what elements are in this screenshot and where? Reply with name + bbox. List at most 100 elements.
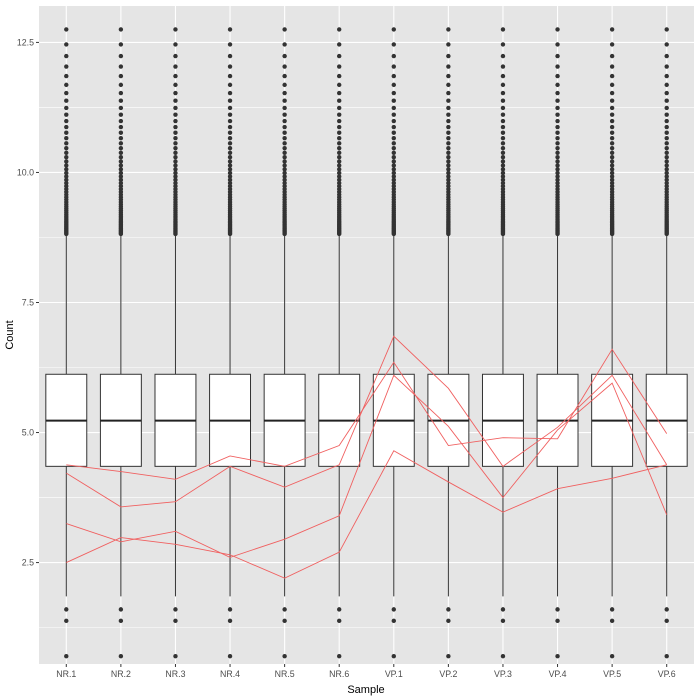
- outlier-point: [664, 82, 669, 88]
- outlier-point: [118, 174, 124, 179]
- box-VP.3: [481, 27, 524, 659]
- outlier-point: [664, 90, 669, 96]
- outlier-point: [446, 170, 451, 176]
- outlier-point: [337, 174, 342, 179]
- outlier-point: [64, 141, 69, 146]
- outlier-point: [664, 174, 669, 179]
- outlier-point: [118, 155, 124, 160]
- outlier-point: [555, 618, 560, 624]
- outlier-point: [609, 174, 615, 179]
- outlier-point: [609, 141, 615, 146]
- outlier-point: [227, 141, 233, 146]
- outlier-point: [446, 118, 451, 124]
- outlier-point: [500, 98, 506, 103]
- outlier-point: [337, 231, 342, 237]
- outlier-point: [173, 180, 178, 186]
- outlier-point: [391, 618, 396, 624]
- outlier-point: [609, 155, 615, 160]
- outlier-point: [391, 42, 396, 47]
- outlier-point: [173, 177, 178, 183]
- outlier-point: [64, 42, 69, 47]
- outlier-point: [173, 159, 178, 164]
- outlier-point: [337, 82, 342, 88]
- box-VP.4: [536, 27, 579, 659]
- outlier-point: [609, 135, 615, 141]
- outlier-point: [227, 42, 233, 47]
- outlier-point: [391, 170, 396, 176]
- outlier-point: [391, 124, 396, 130]
- outlier-point: [391, 82, 396, 88]
- outlier-point: [500, 27, 506, 32]
- outlier-point: [337, 618, 342, 624]
- outlier-point: [118, 124, 124, 130]
- overlay-line-2: [66, 335, 668, 508]
- outlier-point: [173, 112, 178, 117]
- outlier-point: [282, 98, 287, 103]
- overlay-lines: [66, 335, 668, 579]
- outlier-point: [282, 118, 287, 124]
- outlier-point: [609, 150, 615, 156]
- outlier-point: [227, 180, 233, 186]
- outlier-point: [227, 90, 233, 96]
- x-tick-label: NR.3: [165, 669, 185, 679]
- outlier-point: [555, 135, 560, 141]
- outlier-point: [500, 105, 506, 111]
- outlier-point: [446, 130, 451, 135]
- overlay-line-1: [66, 348, 668, 480]
- outlier-point: [609, 82, 615, 88]
- outlier-point: [282, 177, 287, 183]
- outlier-point: [555, 177, 560, 183]
- x-tick-label: NR.5: [275, 669, 295, 679]
- outlier-point: [337, 135, 342, 141]
- outlier-point: [500, 231, 506, 237]
- outlier-point: [391, 64, 396, 69]
- outlier-point: [282, 653, 287, 659]
- outlier-point: [227, 53, 233, 59]
- outlier-point: [282, 180, 287, 186]
- outlier-point: [173, 124, 178, 130]
- outlier-point: [500, 163, 506, 168]
- outlier-point: [282, 64, 287, 69]
- overlay-line-4: [66, 450, 667, 579]
- outlier-point: [391, 118, 396, 124]
- outlier-point: [446, 64, 451, 69]
- outlier-point: [118, 167, 124, 172]
- outlier-point: [118, 177, 124, 183]
- outlier-point: [227, 150, 233, 156]
- outlier-point: [664, 618, 669, 624]
- outlier-point: [337, 167, 342, 172]
- outlier-point: [173, 98, 178, 103]
- x-tick-label: VP.3: [494, 669, 512, 679]
- outlier-point: [391, 150, 396, 156]
- outlier-point: [664, 98, 669, 103]
- outlier-point: [500, 177, 506, 183]
- y-tick-label: 12.5: [17, 37, 34, 47]
- outlier-point: [282, 42, 287, 47]
- outlier-point: [500, 141, 506, 146]
- outlier-point: [282, 124, 287, 130]
- outlier-point: [173, 167, 178, 172]
- outlier-point: [227, 155, 233, 160]
- outlier-point: [64, 90, 69, 96]
- outlier-point: [337, 170, 342, 176]
- outlier-point: [609, 53, 615, 59]
- outlier-point: [173, 618, 178, 624]
- outlier-point: [500, 167, 506, 172]
- x-tick-label: VP.4: [549, 669, 567, 679]
- outlier-point: [609, 27, 615, 32]
- outlier-point: [555, 167, 560, 172]
- outlier-point: [555, 170, 560, 176]
- outlier-point: [337, 73, 342, 79]
- outlier-point: [64, 145, 69, 151]
- outlier-point: [555, 64, 560, 69]
- outlier-point: [227, 112, 233, 117]
- outlier-point: [173, 64, 178, 69]
- outlier-point: [337, 130, 342, 135]
- outlier-point: [500, 64, 506, 69]
- outlier-point: [282, 174, 287, 179]
- outlier-point: [118, 653, 124, 659]
- outlier-point: [446, 73, 451, 79]
- outlier-point: [118, 64, 124, 69]
- outlier-point: [555, 105, 560, 111]
- outlier-point: [446, 82, 451, 88]
